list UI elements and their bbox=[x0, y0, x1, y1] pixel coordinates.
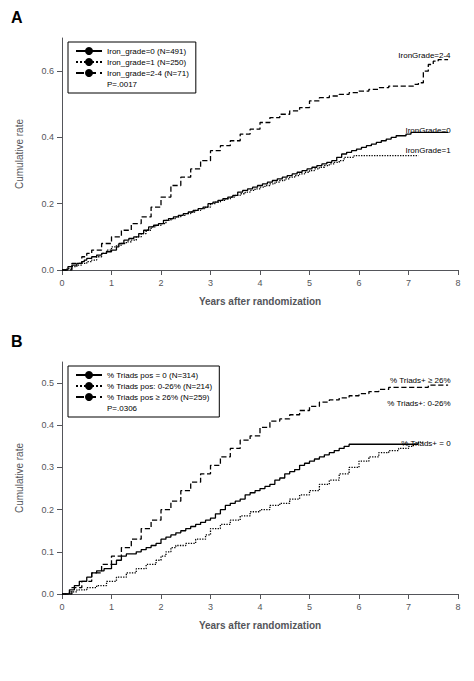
svg-text:0: 0 bbox=[59, 278, 64, 288]
svg-text:0.2: 0.2 bbox=[41, 199, 54, 209]
svg-text:B: B bbox=[11, 333, 23, 350]
svg-text:IronGrade=1: IronGrade=1 bbox=[405, 146, 451, 155]
svg-text:7: 7 bbox=[406, 602, 411, 612]
svg-text:4: 4 bbox=[257, 278, 262, 288]
svg-text:P=.0306: P=.0306 bbox=[107, 404, 138, 413]
svg-text:IronGrade=2-4: IronGrade=2-4 bbox=[398, 51, 451, 60]
svg-text:Cumulative rate: Cumulative rate bbox=[14, 119, 25, 189]
svg-text:8: 8 bbox=[455, 602, 460, 612]
svg-text:P=.0017: P=.0017 bbox=[107, 80, 138, 89]
svg-text:0.0: 0.0 bbox=[41, 589, 54, 599]
svg-text:% Triads+: 0-26%: % Triads+: 0-26% bbox=[387, 399, 450, 408]
svg-text:1: 1 bbox=[109, 278, 114, 288]
svg-text:7: 7 bbox=[406, 278, 411, 288]
svg-text:Years after randomization: Years after randomization bbox=[199, 620, 321, 631]
svg-text:3: 3 bbox=[208, 278, 213, 288]
svg-text:0.4: 0.4 bbox=[41, 420, 54, 430]
svg-text:Cumulative rate: Cumulative rate bbox=[14, 443, 25, 513]
svg-text:0.1: 0.1 bbox=[41, 547, 54, 557]
svg-text:6: 6 bbox=[356, 602, 361, 612]
svg-text:6: 6 bbox=[356, 278, 361, 288]
svg-text:A: A bbox=[11, 9, 23, 26]
svg-text:5: 5 bbox=[307, 278, 312, 288]
svg-text:% Triads pos ≥ 26% (N=259): % Triads pos ≥ 26% (N=259) bbox=[107, 393, 210, 402]
svg-text:2: 2 bbox=[158, 278, 163, 288]
svg-text:5: 5 bbox=[307, 602, 312, 612]
svg-text:% Triads pos = 0 (N=314): % Triads pos = 0 (N=314) bbox=[107, 371, 198, 380]
svg-text:Iron_grade=2-4 (N=71): Iron_grade=2-4 (N=71) bbox=[107, 69, 189, 78]
svg-text:0.3: 0.3 bbox=[41, 462, 54, 472]
svg-text:0.4: 0.4 bbox=[41, 132, 54, 142]
svg-text:1: 1 bbox=[109, 602, 114, 612]
svg-text:0.0: 0.0 bbox=[41, 265, 54, 275]
svg-text:% Triads+ ≥ 26%: % Triads+ ≥ 26% bbox=[390, 376, 451, 385]
svg-text:0.2: 0.2 bbox=[41, 505, 54, 515]
svg-text:Iron_grade=1 (N=250): Iron_grade=1 (N=250) bbox=[107, 58, 187, 67]
svg-text:% Triads pos: 0-26% (N=214): % Triads pos: 0-26% (N=214) bbox=[107, 382, 212, 391]
svg-text:IronGrade=0: IronGrade=0 bbox=[405, 126, 451, 135]
svg-text:Years after randomization: Years after randomization bbox=[199, 296, 321, 307]
svg-text:8: 8 bbox=[455, 278, 460, 288]
svg-text:4: 4 bbox=[257, 602, 262, 612]
svg-text:3: 3 bbox=[208, 602, 213, 612]
svg-text:0: 0 bbox=[59, 602, 64, 612]
svg-text:% Triads+ = 0: % Triads+ = 0 bbox=[401, 439, 451, 448]
svg-text:0.6: 0.6 bbox=[41, 66, 54, 76]
svg-text:2: 2 bbox=[158, 602, 163, 612]
svg-text:0.5: 0.5 bbox=[41, 378, 54, 388]
svg-text:Iron_grade=0 (N=491): Iron_grade=0 (N=491) bbox=[107, 47, 187, 56]
